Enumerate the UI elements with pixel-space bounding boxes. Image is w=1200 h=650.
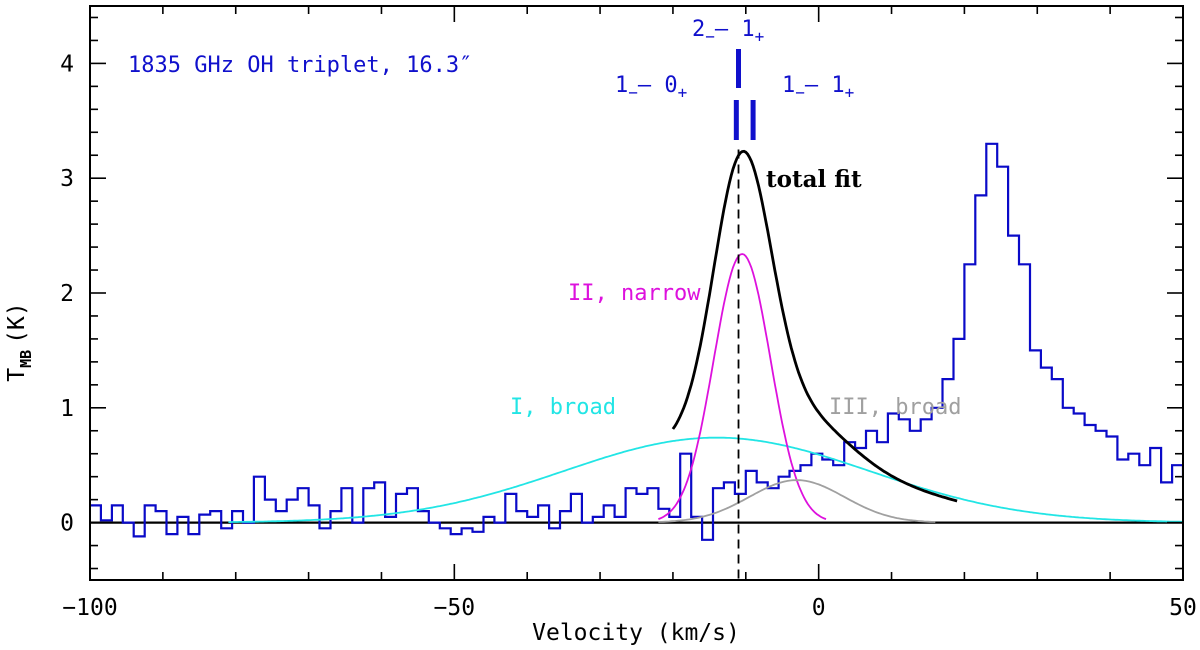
transition-right-mid: – 1 (805, 73, 845, 98)
transition-top-sub1: − (705, 27, 715, 46)
transition-top-main: 2 (692, 17, 705, 42)
chart-title: 1835 GHz OH triplet, 16.3″ (128, 53, 472, 78)
curves-group (90, 142, 1183, 580)
transition-markers (733, 49, 756, 140)
x-tick-label: 0 (812, 595, 826, 621)
total-fit-curve (671, 149, 958, 503)
y-axis-label-unit: (K) (4, 302, 30, 344)
transition-label-left: 1−– 0+ (615, 73, 687, 102)
plot-area (90, 142, 1183, 580)
y-tick-label: 3 (60, 166, 74, 192)
y-axis-label-sub: MB (17, 350, 35, 368)
transition-label-top: 2−– 1+ (692, 17, 764, 46)
broad-component-three-label: III, broad (829, 395, 961, 420)
transition-right-sub1: − (795, 83, 805, 102)
narrow-component-label: II, narrow (568, 281, 701, 306)
narrow-component-curve (658, 253, 827, 520)
transition-right-main: 1 (782, 73, 795, 98)
transition-left-sub2: + (678, 83, 688, 102)
x-tick-label: −100 (62, 595, 117, 621)
transition-right-sub2: + (845, 83, 855, 102)
broad-component-three-curve (658, 479, 936, 523)
transition-left-main: 1 (615, 73, 628, 98)
x-tick-label: 50 (1169, 595, 1197, 621)
broad-component-one-curve (228, 436, 1183, 523)
transition-top-sub2: + (755, 27, 765, 46)
x-tick-label: −50 (434, 595, 476, 621)
transition-left-sub1: − (628, 83, 638, 102)
y-tick-label: 0 (60, 511, 74, 537)
transition-left-mid: – 0 (638, 73, 678, 98)
broad-component-one-label: I, broad (510, 395, 616, 420)
transition-top-mid: – 1 (715, 17, 755, 42)
y-axis-label-main: T (4, 368, 30, 382)
total-fit-label: total fit (766, 166, 862, 193)
transition-label-right: 1−– 1+ (782, 73, 854, 102)
y-axis-label: TMB (K) (4, 302, 35, 381)
x-axis-label: Velocity (km/s) (532, 620, 740, 646)
axes-group: −100 −50 0 50 0 1 2 3 4 (60, 5, 1197, 621)
y-tick-label: 1 (60, 396, 74, 422)
observed-spectrum-line (90, 142, 1183, 541)
y-tick-label: 2 (60, 281, 74, 307)
y-tick-label: 4 (60, 51, 74, 77)
